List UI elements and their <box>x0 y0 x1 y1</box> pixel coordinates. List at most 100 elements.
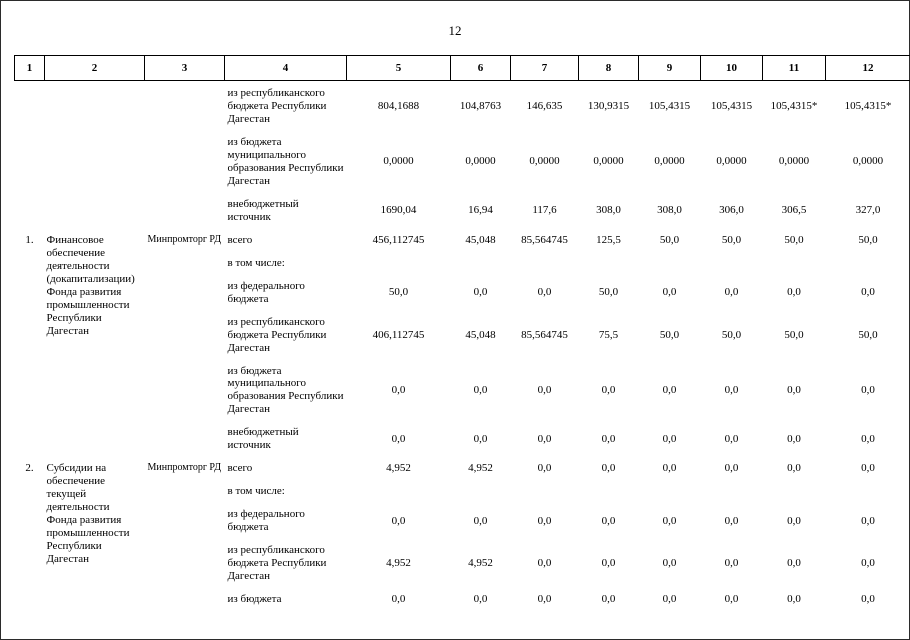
measure-name-cell <box>45 81 145 228</box>
value-cell: 0,0 <box>391 593 406 606</box>
funding-source-cell: из федерального бюджета <box>227 508 305 534</box>
table-row: из республиканского бюджета Республики Д… <box>15 81 910 130</box>
value-cell: 45,048 <box>465 328 496 341</box>
column-number-header: 3 <box>144 55 225 81</box>
table-row: из бюджета 0,0 0,0 0,0 0,0 0,0 0,0 0,0 0,0 <box>15 587 910 610</box>
value-cell: 0,0 <box>537 383 552 396</box>
value-cell: 0,0 <box>861 557 875 570</box>
value-cell: 50,0 <box>659 233 680 246</box>
value-cell: 0,0000 <box>593 155 624 168</box>
executor-cell: Минпромторг РД <box>147 233 222 245</box>
table-row: 1. Финансовое обеспечение деятельности (д… <box>15 228 910 337</box>
value-cell: 0,0 <box>601 557 616 570</box>
page-number: 12 <box>448 23 462 38</box>
value-cell: 146,635 <box>526 99 563 112</box>
value-cell: 117,6 <box>532 204 557 217</box>
value-cell: 130,9315 <box>587 99 630 112</box>
value-cell: 0,0000 <box>852 155 884 168</box>
value-cell: 0,0 <box>861 514 875 527</box>
column-number-header: 2 <box>44 55 145 81</box>
value-cell: 0,0 <box>724 557 739 570</box>
value-cell: 0,0000 <box>654 155 685 168</box>
funding-source-cell: в том числе: <box>227 256 285 269</box>
value-cell: 85,564745 <box>521 233 568 246</box>
value-cell: 50,0 <box>388 286 409 299</box>
value-cell: 308,0 <box>657 204 682 217</box>
table-body: из республиканского бюджета Республики Д… <box>15 81 910 611</box>
row-number-cell: 2. <box>25 462 34 475</box>
value-cell: 0,0 <box>601 432 616 445</box>
value-cell: 105,4315 <box>710 99 753 112</box>
table-row: из федерального бюджета 0,0 0,0 0,0 0,0 0,0 0,… <box>15 502 910 538</box>
value-cell: 0,0 <box>662 432 677 445</box>
value-cell: 327,0 <box>855 204 881 217</box>
value-cell: 308,0 <box>596 204 621 217</box>
funding-source-cell: из республиканского бюджета Республики Д… <box>227 87 327 125</box>
value-cell: 456,112745 <box>372 233 425 246</box>
column-number-header: 1 <box>14 55 45 81</box>
value-cell: 105,4315* <box>770 99 818 112</box>
value-cell: 306,5 <box>781 204 807 217</box>
table-header: 1 2 3 4 5 6 7 8 9 10 11 12 <box>14 55 910 81</box>
value-cell: 0,0 <box>861 462 875 475</box>
funding-source-cell: из федерального бюджета <box>227 279 305 305</box>
table-row: из республиканского бюджета Республики Д… <box>15 310 910 359</box>
value-cell: 50,0 <box>784 328 804 341</box>
value-cell: 50,0 <box>721 328 742 341</box>
column-number-header: 10 <box>700 55 763 81</box>
value-cell: 4,952 <box>386 462 411 475</box>
column-number-header: 7 <box>510 55 579 81</box>
value-cell: 0,0 <box>787 593 801 606</box>
value-cell: 0,0 <box>601 383 616 396</box>
table-row: из республиканского бюджета Республики Д… <box>15 538 910 587</box>
value-cell: 0,0000 <box>716 155 747 168</box>
column-numbers-row: 1 2 3 4 5 6 7 8 9 10 11 12 <box>14 55 910 81</box>
value-cell: 16,94 <box>468 204 493 217</box>
value-cell: 0,0 <box>662 593 677 606</box>
value-cell: 0,0 <box>537 462 552 475</box>
funding-source-cell: внебюджетный источник <box>227 426 299 452</box>
value-cell: 0,0 <box>724 593 739 606</box>
value-cell: 4,952 <box>468 557 493 570</box>
value-cell: 0,0 <box>537 557 552 570</box>
measure-name-cell: Субсидии на обеспечение текущей деятельн… <box>46 462 130 566</box>
value-cell: 4,952 <box>468 462 493 475</box>
funding-source-cell: всего <box>227 233 253 246</box>
value-cell: 0,0 <box>537 593 552 606</box>
funding-source-cell: из бюджета муниципального образования Ре… <box>227 135 344 187</box>
value-cell: 0,0 <box>601 462 616 475</box>
value-cell: 804,1688 <box>377 99 420 112</box>
value-cell: 0,0 <box>473 514 488 527</box>
value-cell: 0,0 <box>861 383 875 396</box>
table-row: в том числе: <box>15 479 910 502</box>
column-number-header: 9 <box>638 55 701 81</box>
value-cell: 0,0 <box>861 286 875 299</box>
value-cell: 0,0 <box>391 383 406 396</box>
value-cell: 75,5 <box>598 328 619 341</box>
value-cell: 0,0 <box>391 514 406 527</box>
value-cell: 0,0 <box>473 383 488 396</box>
value-cell: 0,0 <box>537 286 552 299</box>
column-number-header: 6 <box>450 55 511 81</box>
funding-source-cell: всего <box>227 462 253 475</box>
column-number-header: 8 <box>578 55 639 81</box>
column-number-header: 12 <box>825 55 910 81</box>
value-cell: 0,0 <box>473 286 488 299</box>
table-row: из федерального бюджета 50,0 0,0 0,0 50,0 0,0… <box>15 274 910 310</box>
executor-cell <box>145 81 225 228</box>
funding-source-cell: из бюджета муниципального образования Ре… <box>227 364 344 416</box>
funding-source-cell: в том числе: <box>227 485 285 498</box>
value-cell: 45,048 <box>465 233 496 246</box>
value-cell: 0,0 <box>662 286 677 299</box>
value-cell: 0,0 <box>601 514 616 527</box>
value-cell: 0,0 <box>662 514 677 527</box>
value-cell: 0,0 <box>724 514 739 527</box>
column-number-header: 11 <box>762 55 826 81</box>
budget-table: 1 2 3 4 5 6 7 8 9 10 11 12 из республиканского бюдж… <box>14 55 910 610</box>
value-cell: 0,0 <box>724 462 739 475</box>
row-number-cell: 1. <box>25 233 34 246</box>
value-cell: 50,0 <box>784 233 804 246</box>
table-row: 2. Субсидии на обеспечение текущей деятел… <box>15 456 910 565</box>
value-cell: 1690,04 <box>380 204 417 217</box>
value-cell: 0,0 <box>473 593 488 606</box>
